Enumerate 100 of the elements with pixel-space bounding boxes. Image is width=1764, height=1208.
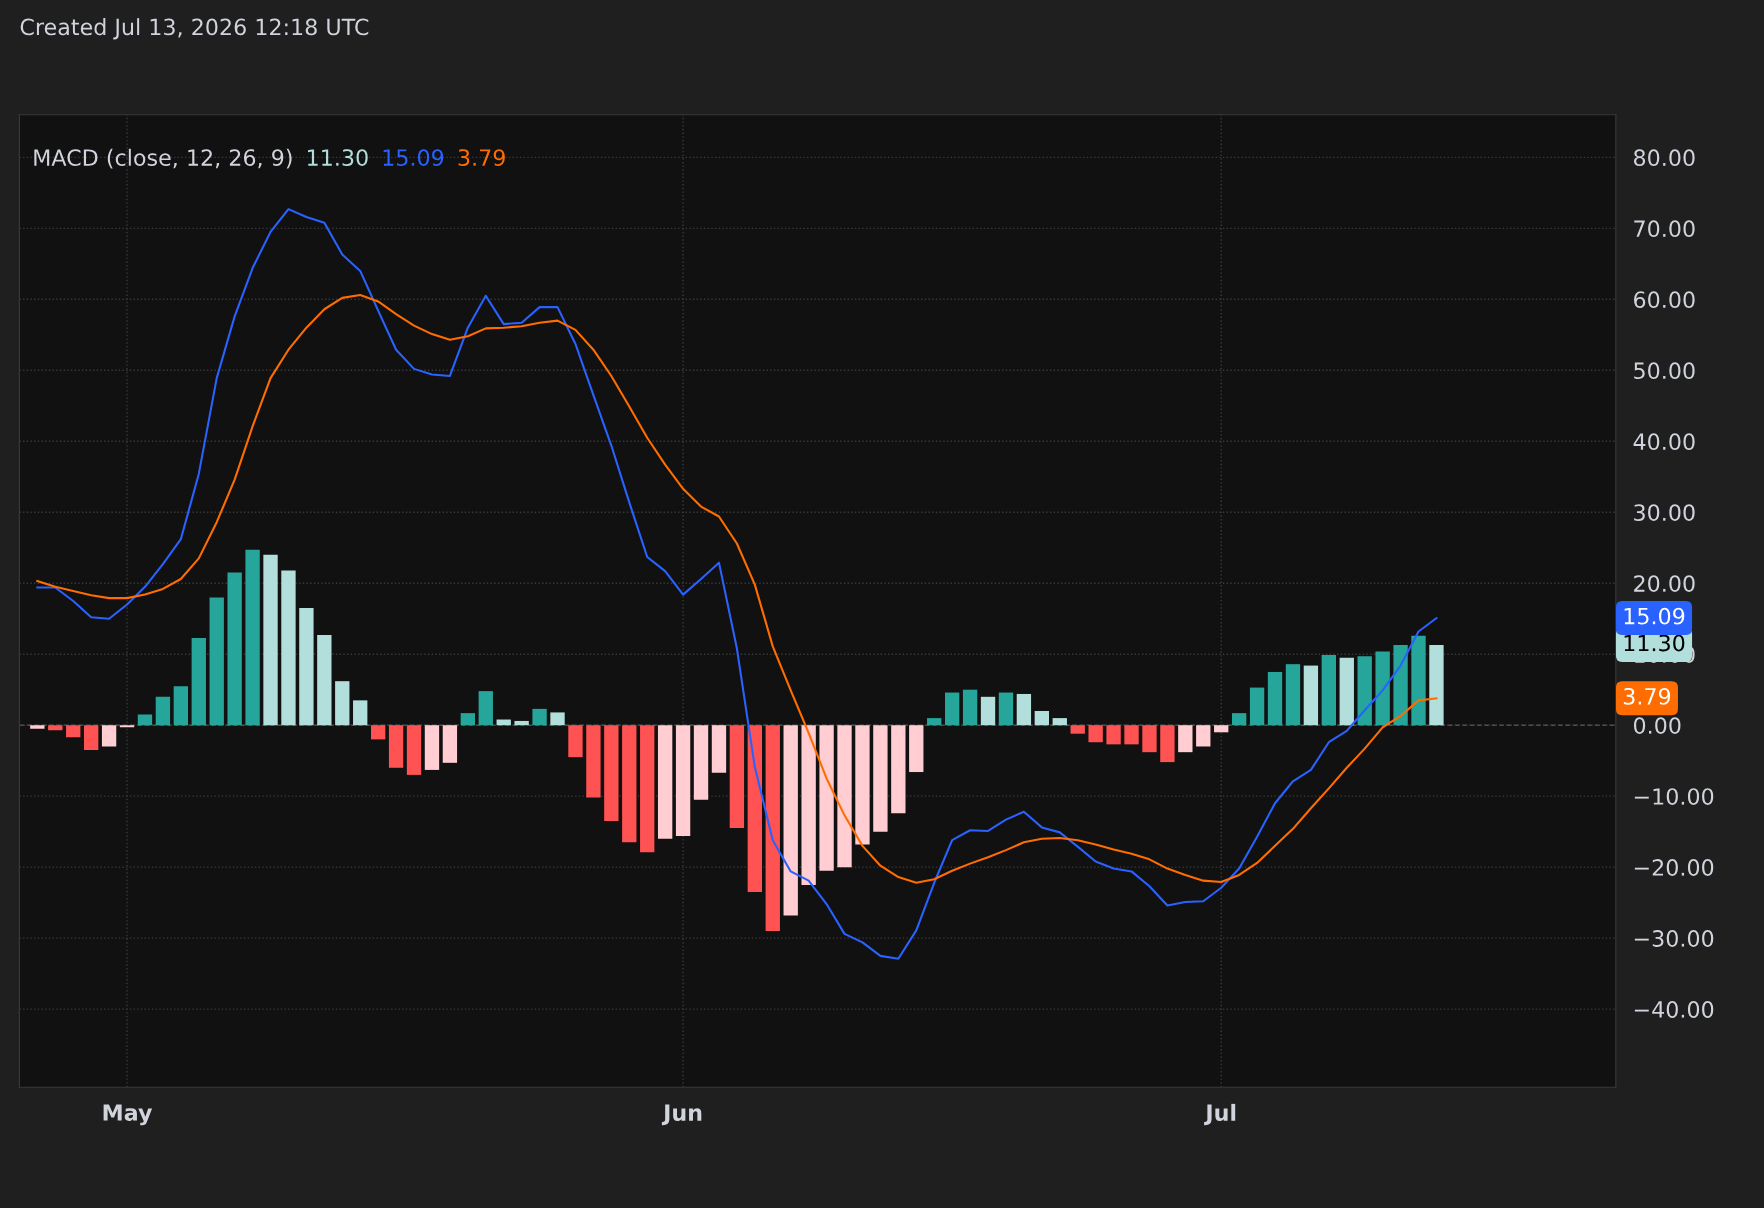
x-tick-label: May: [103, 1104, 153, 1126]
bar: [962, 689, 978, 726]
bar: [317, 635, 332, 726]
y-tick-label: −20.00: [1634, 859, 1714, 876]
y-tick-label: −10.00: [1634, 788, 1714, 805]
bar: [119, 725, 135, 728]
y-tick-label: 50.00: [1634, 362, 1695, 380]
bar: [944, 692, 960, 726]
y-tick-label: 70.00: [1634, 220, 1695, 238]
y-tick-label: −40.00: [1634, 1001, 1714, 1018]
bar: [837, 725, 852, 868]
bar: [245, 549, 260, 726]
bar: [729, 725, 745, 829]
bar: [1411, 635, 1426, 726]
bar: [83, 725, 99, 751]
bar: [281, 570, 296, 726]
bar: [1339, 657, 1354, 726]
bar: [442, 725, 458, 763]
bar: [370, 725, 386, 740]
bar: [1429, 644, 1444, 726]
bar: [155, 696, 171, 726]
text: 15.09: [1624, 607, 1685, 625]
bar: [137, 714, 153, 726]
text: MACD (close, 12, 26, 9): [34, 148, 292, 169]
bar: [66, 725, 81, 738]
bar: [657, 725, 673, 839]
bar: [622, 725, 637, 843]
bar: [998, 692, 1014, 726]
annotation: 3.79: [458, 149, 505, 166]
annotation: 11.30: [307, 149, 368, 166]
bar: [460, 713, 476, 726]
y-tick-label: 20.00: [1634, 575, 1695, 592]
bar: [1375, 651, 1390, 726]
text: Created Jul 13, 2026 12:18 UTC: [20, 18, 369, 40]
bar: [604, 725, 619, 822]
bar: [675, 725, 691, 836]
bar: [1088, 725, 1103, 743]
bar: [550, 712, 565, 726]
bar: [711, 725, 727, 773]
bar: [299, 608, 314, 726]
bar: [1178, 725, 1193, 753]
bar: [424, 725, 440, 770]
bar: [353, 700, 368, 726]
bar: [1196, 725, 1211, 747]
y-tick-label: 60.00: [1634, 291, 1695, 309]
bar: [514, 720, 529, 726]
bar: [783, 725, 798, 916]
bar: [263, 554, 278, 726]
line-series: [36, 294, 1438, 884]
y-tick-label: 40.00: [1633, 433, 1695, 451]
bar: [388, 725, 404, 768]
bar: [209, 597, 224, 726]
bar: [1357, 656, 1372, 726]
bar: [1285, 664, 1301, 726]
bar: [406, 725, 422, 775]
y-tick-label: 80.00: [1634, 149, 1695, 167]
bar: [101, 725, 117, 747]
y-tick-label: 30.00: [1634, 504, 1695, 522]
bar: [173, 686, 189, 726]
bar: [1249, 687, 1265, 726]
annotation: 15.09: [383, 149, 444, 166]
bar: [765, 725, 780, 932]
bar: [1070, 725, 1085, 734]
bar: [855, 725, 870, 845]
bar: [801, 725, 816, 885]
bar: [1160, 725, 1175, 763]
bar: [1034, 711, 1050, 726]
bar: [335, 681, 350, 726]
line-series: [36, 208, 1438, 960]
bar: [747, 725, 763, 892]
bar: [30, 725, 45, 729]
bar: [568, 725, 583, 758]
bar: [532, 708, 547, 726]
x-tick-label: Jun: [661, 1104, 702, 1126]
bar: [1124, 725, 1139, 745]
text: 3.79: [1623, 687, 1671, 705]
y-tick-label: 0.00: [1633, 717, 1681, 734]
bar: [980, 696, 996, 726]
bar: [191, 637, 206, 726]
bar: [1303, 665, 1319, 726]
bar: [227, 572, 242, 726]
bar: [927, 718, 942, 726]
bar: [48, 725, 63, 731]
x-tick-label: Jul: [1204, 1103, 1236, 1126]
bar: [819, 725, 834, 871]
bar: [1016, 693, 1032, 726]
bar: [873, 725, 888, 832]
bar: [1106, 725, 1121, 745]
bar: [909, 725, 924, 773]
y-tick-label: −30.00: [1634, 930, 1714, 947]
bar: [693, 725, 709, 800]
bar: [1393, 644, 1408, 726]
bar: [1142, 725, 1157, 753]
bar: [1231, 713, 1247, 726]
bar: [1267, 671, 1283, 726]
bar: [891, 725, 906, 814]
bar: [1052, 718, 1067, 726]
bar: [1321, 654, 1336, 726]
bar: [586, 725, 601, 798]
bar: [478, 691, 493, 726]
